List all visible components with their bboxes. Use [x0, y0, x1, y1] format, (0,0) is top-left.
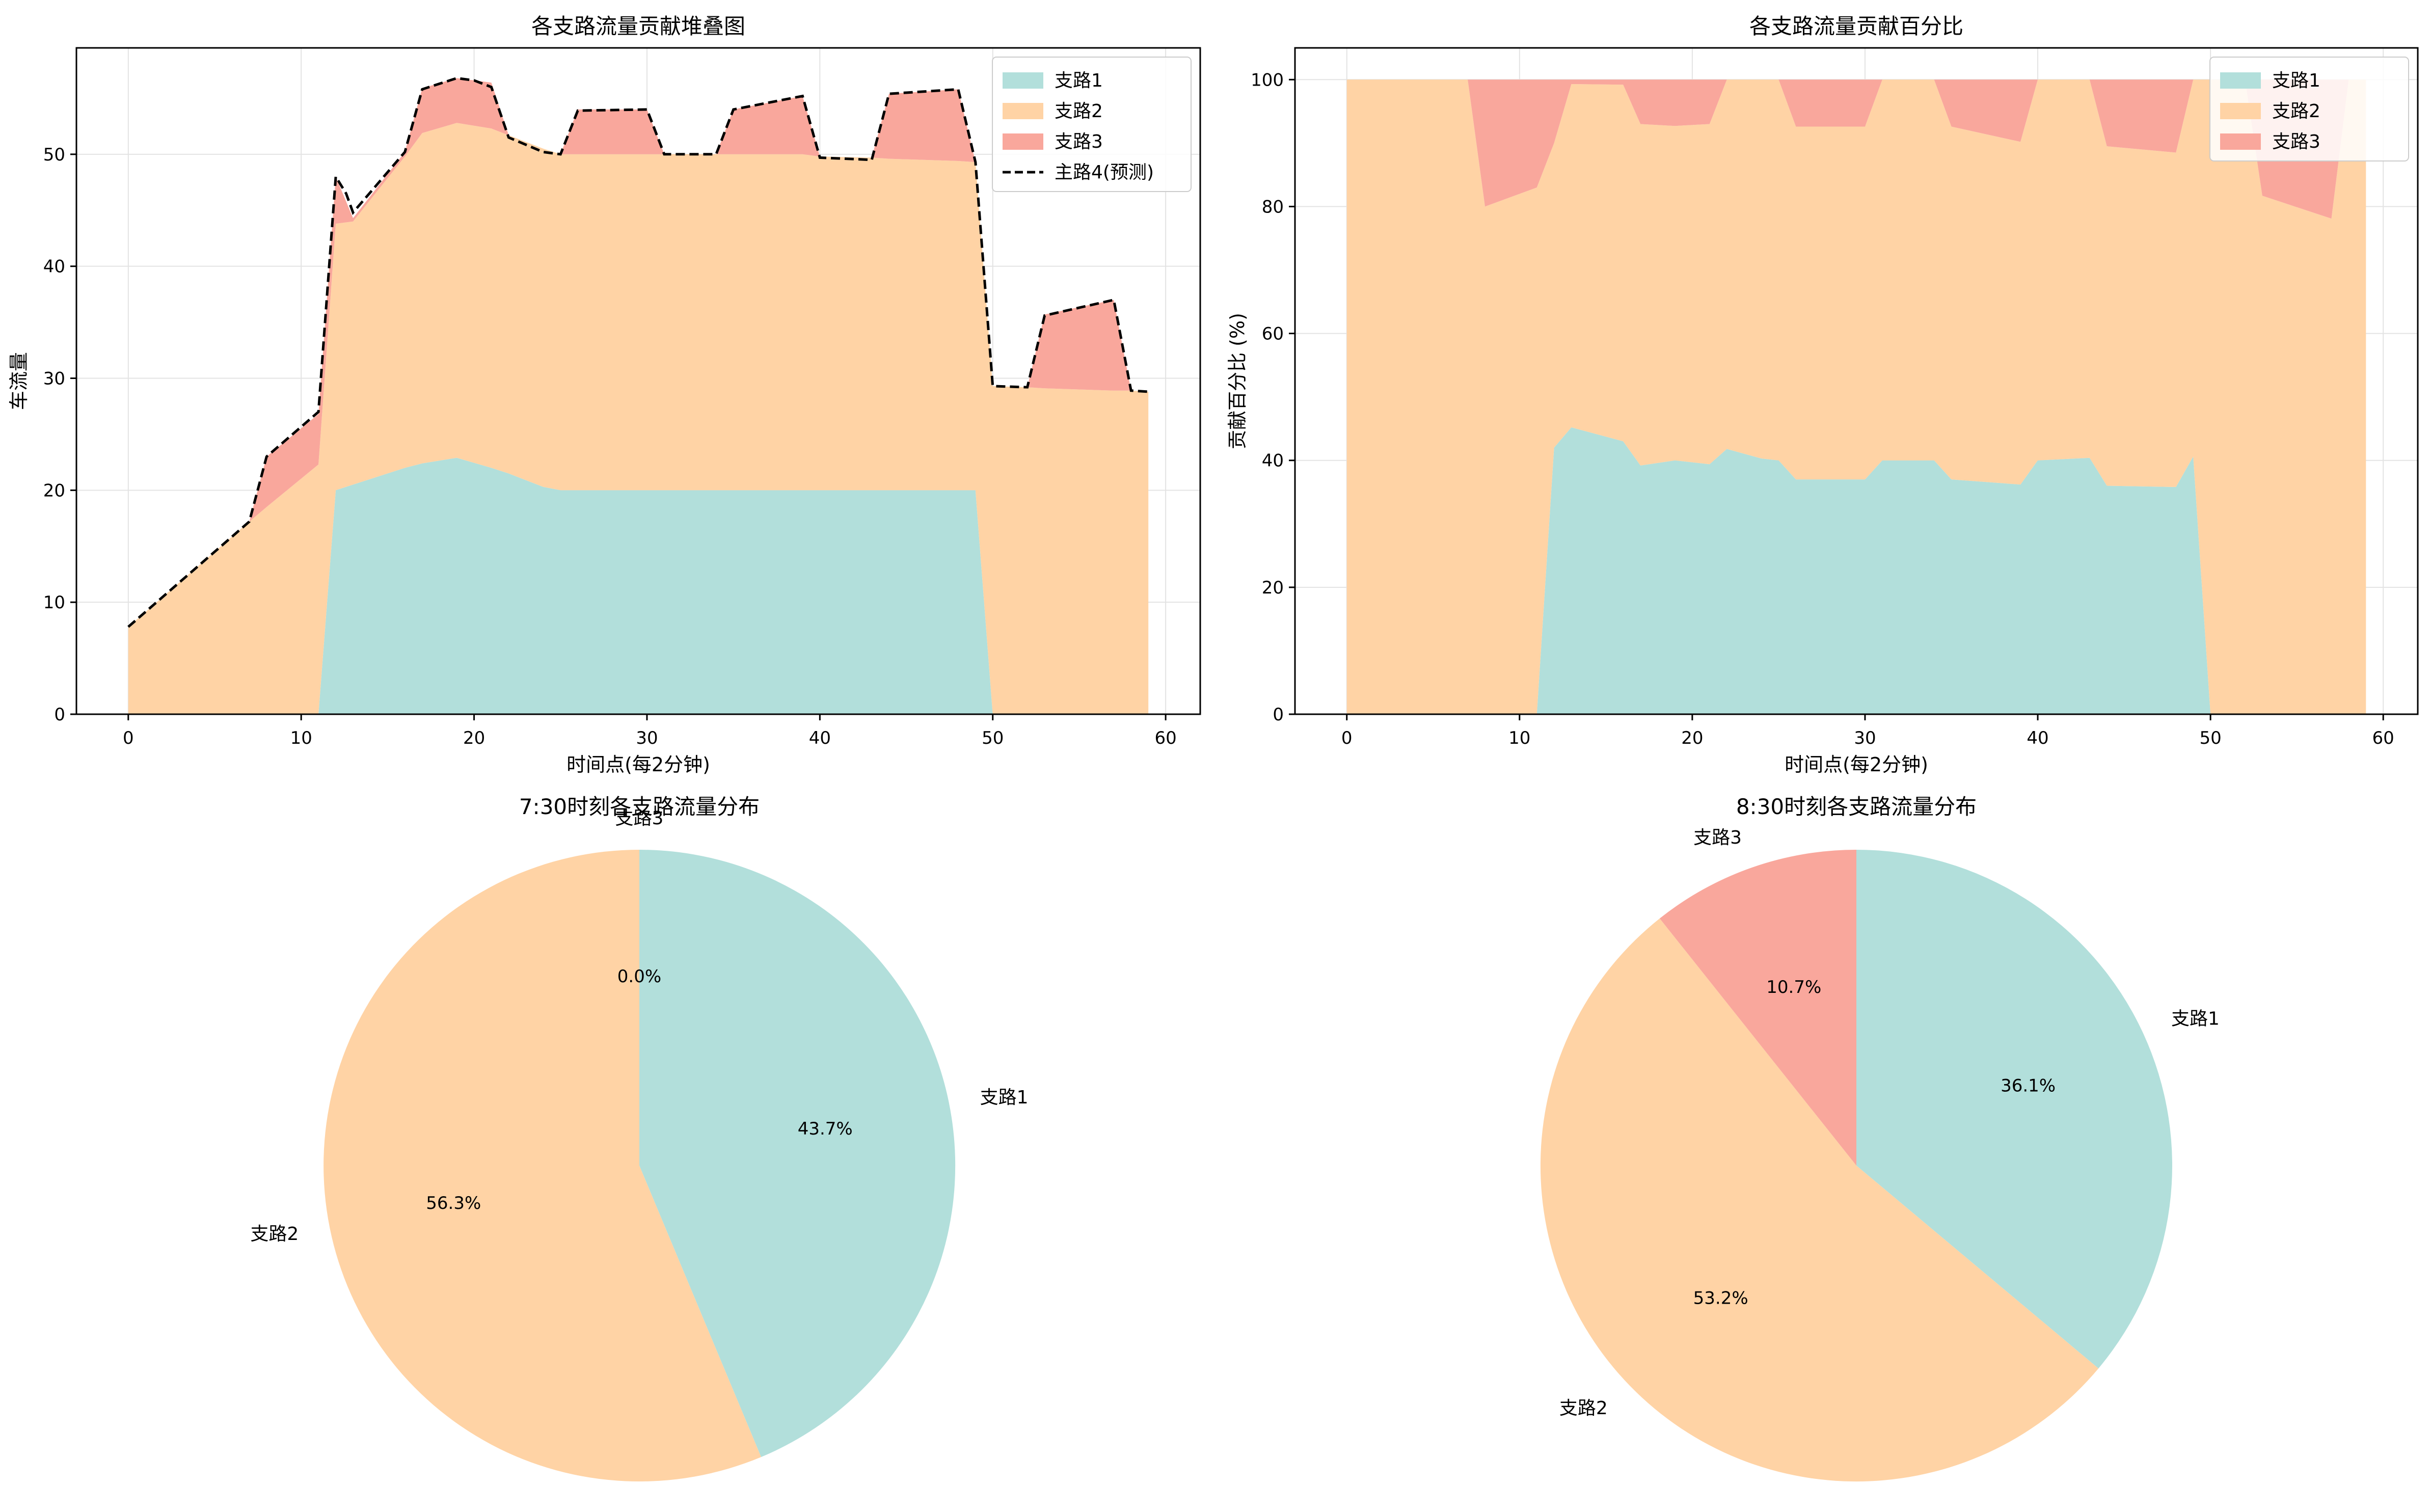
pie-slices [1540, 850, 2172, 1482]
legend-label: 支路2 [2272, 101, 2320, 122]
y-tick-label: 0 [54, 705, 65, 725]
legend-swatch [2220, 72, 2261, 89]
y-tick-label: 50 [43, 145, 65, 165]
pie-pct-label: 36.1% [2001, 1076, 2056, 1096]
x-tick-label: 0 [1341, 728, 1353, 748]
pie-chart-0730: 43.7% 支路1 56.3% 支路2 0.0% 支路3 7:30时刻各支路流量分布 [250, 794, 1029, 1482]
x-tick-label: 20 [1681, 728, 1703, 748]
area-支路3 [1346, 79, 2366, 219]
legend-label: 支路1 [2272, 70, 2320, 91]
x-tick-label: 60 [1154, 728, 1176, 748]
axis-ticks: 0 10 20 30 40 50 60 0 20 40 60 80 100 [1251, 70, 2394, 748]
pie-slice-支路1 [639, 850, 956, 1457]
area-支路1 [128, 457, 1149, 714]
stacked-area-chart: 0 10 20 30 40 50 60 0 10 20 30 40 50 各支路流量贡献堆叠图 时间点(… [8, 14, 1201, 776]
legend-swatch [1003, 133, 1043, 150]
prediction-line-path [127, 76, 1149, 628]
legend: 支路1 支路2 支路3 [2209, 57, 2409, 161]
x-tick-label: 40 [2027, 728, 2048, 748]
pie-labels: 36.1% 支路1 53.2% 支路2 10.7% 支路3 [1559, 827, 2220, 1419]
x-tick-label: 50 [982, 728, 1004, 748]
legend: 支路1 支路2 支路3 主路4(预测) [992, 57, 1192, 192]
x-tick-label: 0 [123, 728, 134, 748]
pie-pct-label: 53.2% [1693, 1288, 1748, 1309]
legend-label: 支路3 [2272, 131, 2320, 152]
y-tick-label: 30 [43, 369, 65, 389]
x-tick-label: 20 [463, 728, 485, 748]
x-tick-label: 30 [1854, 728, 1876, 748]
y-tick-label: 40 [1262, 451, 1284, 471]
prediction-line [127, 76, 1149, 628]
pie-slice-支路1 [1856, 850, 2172, 1369]
axis-ticks: 0 10 20 30 40 50 60 0 10 20 30 40 50 [43, 145, 1177, 748]
pie-slice-label: 支路1 [980, 1087, 1029, 1108]
pie-slice-label: 支路3 [615, 808, 664, 829]
pie-slices [323, 850, 956, 1482]
legend-label: 支路3 [1055, 131, 1103, 152]
pie-slice-支路2 [323, 850, 762, 1482]
legend-box [992, 57, 1192, 192]
area-series [1346, 79, 2366, 714]
y-tick-label: 20 [43, 480, 65, 501]
area-支路2 [1346, 79, 2366, 714]
y-axis-label: 贡献百分比 (%) [1226, 313, 1249, 449]
chart-title: 各支路流量贡献堆叠图 [531, 14, 745, 39]
x-axis-label: 时间点(每2分钟) [1785, 753, 1928, 776]
percentage-area-chart: 0 10 20 30 40 50 60 0 20 40 60 80 100 各支路流量贡献百分比 时间点… [1226, 14, 2419, 776]
y-tick-label: 100 [1251, 70, 1284, 90]
y-axis-label: 车流量 [8, 352, 30, 410]
legend-label: 支路1 [1055, 70, 1103, 91]
plot-frame [75, 47, 1201, 715]
y-tick-label: 20 [1262, 578, 1284, 598]
x-tick-label: 10 [1508, 728, 1530, 748]
chart-title: 7:30时刻各支路流量分布 [519, 794, 760, 819]
x-tick-label: 60 [2372, 728, 2394, 748]
pie-slice-label: 支路2 [1559, 1398, 1608, 1419]
pie-pct-label: 43.7% [798, 1119, 853, 1139]
y-tick-label: 10 [43, 592, 65, 613]
legend-swatch [2220, 133, 2261, 150]
legend-swatch [1003, 72, 1043, 89]
pie-slice-label: 支路2 [250, 1224, 299, 1245]
y-tick-label: 0 [1273, 705, 1284, 725]
plot-frame [1294, 47, 2419, 715]
y-tick-label: 60 [1262, 324, 1284, 344]
legend-label: 主路4(预测) [1055, 162, 1154, 183]
x-tick-label: 50 [2199, 728, 2221, 748]
legend-swatch [2220, 103, 2261, 119]
x-tick-label: 40 [809, 728, 831, 748]
x-axis-label: 时间点(每2分钟) [566, 753, 710, 776]
chart-title: 8:30时刻各支路流量分布 [1736, 794, 1977, 819]
pie-chart-0830: 36.1% 支路1 53.2% 支路2 10.7% 支路3 8:30时刻各支路流量分布 [1540, 794, 2220, 1482]
legend-label: 支路2 [1055, 101, 1103, 122]
area-支路1 [1346, 427, 2366, 714]
pie-slice-支路3 [1659, 850, 1856, 1166]
pie-pct-label: 56.3% [426, 1193, 481, 1213]
area-series [128, 78, 1149, 714]
x-tick-label: 10 [290, 728, 312, 748]
pie-labels: 43.7% 支路1 56.3% 支路2 0.0% 支路3 [250, 808, 1028, 1245]
pie-pct-label: 10.7% [1766, 977, 1821, 997]
area-支路2 [128, 123, 1149, 714]
y-tick-label: 40 [43, 257, 65, 277]
pie-pct-label: 0.0% [617, 966, 661, 987]
pie-slice-label: 支路3 [1693, 827, 1742, 848]
legend-swatch [1003, 103, 1043, 119]
y-tick-label: 80 [1262, 197, 1284, 217]
x-tick-label: 30 [636, 728, 658, 748]
pie-slice-支路2 [1540, 918, 2099, 1482]
pie-slice-label: 支路1 [2171, 1009, 2220, 1030]
chart-title: 各支路流量贡献百分比 [1749, 14, 1963, 39]
